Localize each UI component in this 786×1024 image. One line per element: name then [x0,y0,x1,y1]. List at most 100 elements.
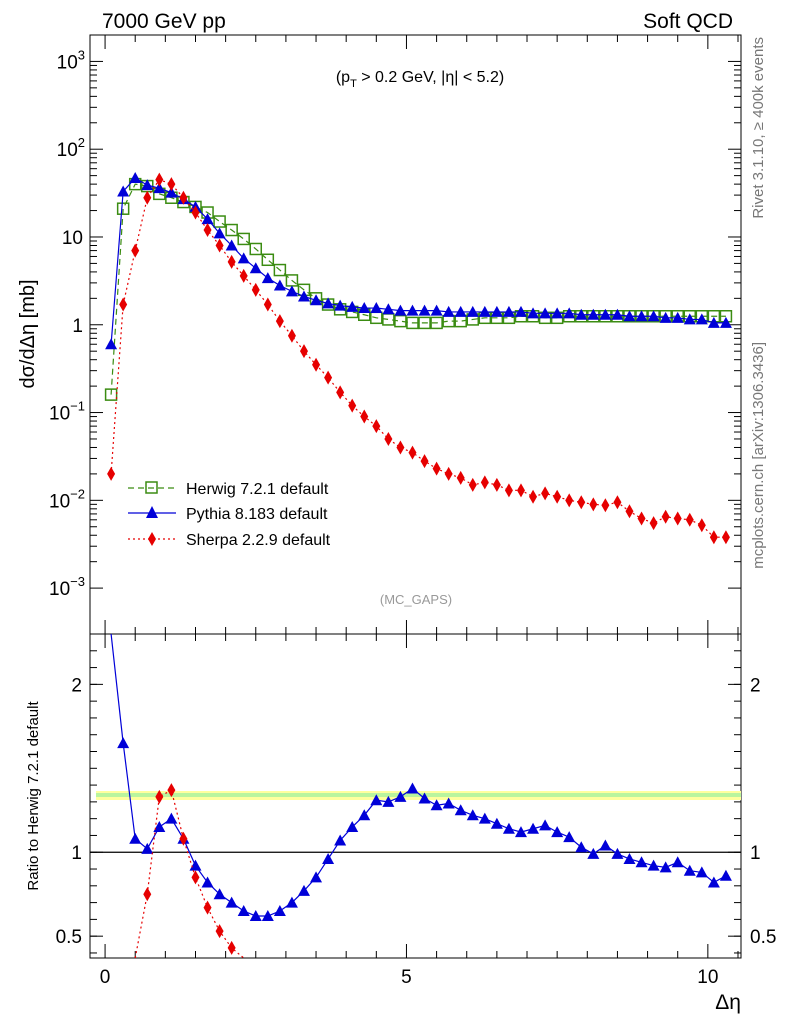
header-right: Soft QCD [643,10,733,33]
data-point [683,864,696,876]
data-point [273,904,286,916]
data-point [408,445,417,460]
data-point [107,466,116,481]
data-point [165,186,178,198]
y-tick-label: 103 [57,47,85,73]
data-point [261,910,274,922]
data-point [442,305,455,317]
x-tick-label: 5 [401,967,412,988]
data-point [432,461,441,476]
data-point [215,238,224,253]
data-point [406,782,419,794]
y-tick-label: 1 [72,316,83,337]
title-rest: > 0.2 GeV, |η| < 5.2) [357,69,504,86]
y-tick-base: 10 [49,404,70,425]
data-point [358,302,371,314]
series-line [134,789,245,959]
data-point [312,357,321,372]
side-label-rivet: Rivet 3.1.10, ≥ 400k events [750,37,767,219]
data-point [370,794,383,806]
data-point [490,817,503,829]
data-point [322,297,335,309]
main-title: (pT > 0.2 GeV, |η| < 5.2) [336,69,504,90]
main-series [104,171,733,545]
data-point [203,900,212,915]
data-point [611,308,624,320]
data-point [553,489,562,504]
data-point [358,809,371,821]
data-point [251,282,260,297]
data-point [539,819,552,831]
data-point [227,254,236,269]
ratio-series-pythia [110,633,732,922]
data-point [478,305,491,317]
data-point [565,493,574,508]
data-point [119,297,128,312]
data-point [129,832,142,844]
title-sub: T [350,78,357,90]
data-point [237,232,250,246]
data-point [105,338,118,350]
legend-marker-sherpa [148,532,156,546]
data-point [104,388,118,401]
data-point [141,842,154,854]
data-point [516,483,525,498]
y-tick-base: 10 [57,52,78,73]
series-line [110,177,726,345]
data-point [406,316,419,330]
data-point [143,887,152,902]
ratio-ylabel: Ratio to Herwig 7.2.1 default [25,701,42,891]
data-point [625,504,634,519]
data-point [563,307,576,319]
data-point [418,316,431,330]
data-point [697,518,706,533]
data-point [322,852,335,864]
data-point [635,856,648,868]
data-point [589,497,598,512]
legend-label-herwig: Herwig 7.2.1 default [186,481,329,498]
legend-entry-sherpa: Sherpa 2.2.9 default [128,532,331,549]
data-point [116,202,130,215]
data-point [527,307,540,319]
data-point [466,305,479,317]
data-point [454,804,467,816]
data-point [285,896,298,908]
y-tick-exp: −3 [70,574,85,589]
data-point [502,305,515,317]
data-point [213,888,226,900]
data-point [117,737,130,749]
data-point [348,398,357,413]
data-point [334,299,347,311]
data-point [442,797,455,809]
data-point [661,509,670,524]
data-point [707,876,720,888]
legend: Herwig 7.2.1 default Pythia 8.183 defaul… [128,481,331,549]
data-point [324,370,333,385]
ratio-y-tick-label-right: 2 [750,675,761,696]
data-point [599,839,612,851]
data-point [297,884,310,896]
main-series-sherpa [107,172,730,545]
data-point [261,253,275,267]
data-point [529,489,538,504]
data-point [129,171,142,183]
data-point [249,242,263,256]
data-point [225,239,238,251]
data-point [225,223,238,237]
y-tick-label: 10−2 [49,486,85,512]
data-point [201,213,214,225]
data-point [297,290,310,302]
data-point [468,477,477,492]
data-point [141,179,154,191]
data-point [466,809,479,821]
legend-label-pythia: Pythia 8.183 default [186,506,328,523]
data-point [346,300,359,312]
data-point [370,302,383,314]
data-point [179,831,188,846]
data-point [577,495,586,510]
data-point [213,215,226,228]
x-tick-label: 0 [100,967,111,988]
data-point [310,294,323,306]
data-point [649,516,658,531]
data-point [430,316,443,330]
